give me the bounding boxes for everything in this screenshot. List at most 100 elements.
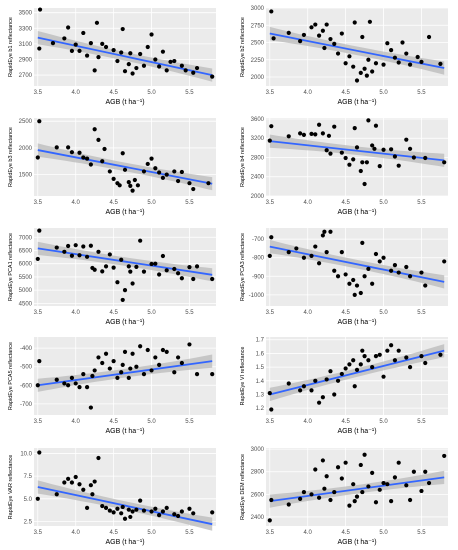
data-point [385, 41, 390, 46]
x-tick-label: 5.5 [185, 90, 194, 96]
data-point [339, 150, 344, 155]
y-tick-label: 5500 [19, 275, 33, 281]
data-point [77, 150, 82, 155]
data-point [153, 506, 158, 511]
y-tick-label: 2000 [19, 146, 33, 152]
data-point [298, 496, 303, 501]
x-tick-label: 5.5 [185, 310, 194, 316]
data-point [328, 36, 333, 42]
data-point [351, 157, 356, 162]
y-tick-label: 2800 [251, 470, 265, 476]
data-point [396, 348, 401, 353]
data-point [81, 30, 86, 36]
data-point [347, 362, 352, 367]
data-point [132, 177, 137, 183]
x-axis-label: AGB (t ha⁻¹) [337, 319, 376, 326]
data-point [111, 48, 116, 53]
data-point [407, 146, 413, 151]
data-point [149, 156, 154, 161]
data-point [88, 41, 93, 46]
data-point [160, 347, 166, 353]
data-point [335, 274, 341, 279]
data-point [69, 150, 75, 155]
data-point [88, 483, 93, 488]
data-point [122, 167, 128, 172]
x-tick-label: 3.5 [266, 310, 275, 316]
regression-line [37, 486, 213, 526]
x-axis-label: AGB (t ha⁻¹) [105, 539, 144, 546]
y-tick-label: 3000 [251, 447, 265, 453]
data-point [54, 245, 59, 250]
data-point [119, 511, 124, 516]
data-point [328, 369, 333, 374]
regression-line [269, 476, 445, 503]
data-point [179, 509, 184, 514]
data-point [37, 359, 42, 364]
data-point [267, 253, 272, 258]
data-point [328, 151, 333, 156]
regression-line [269, 349, 445, 396]
plot-background [34, 448, 216, 526]
data-point [352, 499, 357, 504]
x-axis-label: AGB (t ha⁻¹) [105, 99, 144, 106]
data-point [96, 249, 101, 254]
x-tick-label: 5.5 [185, 530, 194, 536]
data-point [210, 510, 215, 515]
data-point [301, 384, 307, 389]
data-point [442, 160, 447, 165]
data-point [134, 264, 139, 269]
data-point [164, 505, 169, 510]
data-point [426, 34, 432, 40]
y-axis-label: RapidEye PCA1 reflectance [8, 233, 14, 301]
data-point [419, 488, 424, 494]
data-point [332, 392, 337, 397]
x-tick-label: 4.0 [304, 310, 313, 316]
data-point [69, 375, 75, 380]
data-point [351, 482, 356, 487]
data-point [179, 169, 184, 175]
data-point [339, 371, 344, 377]
y-tick-label: 6500 [19, 248, 33, 254]
data-point [335, 465, 341, 470]
data-point [438, 61, 443, 67]
data-point [210, 276, 215, 282]
data-point [120, 504, 125, 510]
y-tick-label: -900 [252, 274, 265, 280]
data-point [183, 68, 188, 73]
data-point [210, 74, 215, 79]
data-point [354, 78, 360, 83]
data-point [367, 19, 372, 24]
x-tick-label: 4.0 [304, 90, 313, 96]
y-tick-label: 2600 [251, 492, 265, 498]
data-point [145, 347, 150, 353]
data-point [309, 253, 314, 258]
data-point [69, 253, 75, 258]
y-tick-label: 6000 [19, 262, 33, 268]
data-point [191, 511, 196, 516]
y-axis-label: RapidEye b4 reflectance [240, 127, 246, 187]
data-point [84, 505, 90, 510]
data-point [172, 512, 177, 517]
data-point [316, 400, 322, 405]
data-point [88, 162, 93, 167]
data-point [372, 146, 377, 151]
data-point [149, 509, 154, 514]
data-point [141, 508, 147, 513]
data-point [370, 470, 375, 475]
x-tick-label: 4.5 [109, 310, 118, 316]
data-point [360, 489, 365, 495]
data-point [392, 263, 398, 268]
data-point [426, 480, 432, 486]
data-point [324, 22, 329, 27]
x-tick-label: 3.5 [266, 530, 275, 536]
data-point [153, 261, 158, 266]
y-tick-label: 10.0 [20, 451, 32, 457]
y-tick-label: 1.4 [256, 379, 265, 385]
data-point [35, 496, 40, 501]
data-point [392, 358, 398, 363]
data-point [92, 127, 97, 132]
data-point [66, 25, 71, 30]
data-point [298, 388, 303, 393]
chart-panel-3: 3.5 4.0 4.5 5.0 5.5 1500 2000 2500 AGB (t ha⁻¹) R… [8, 118, 216, 216]
